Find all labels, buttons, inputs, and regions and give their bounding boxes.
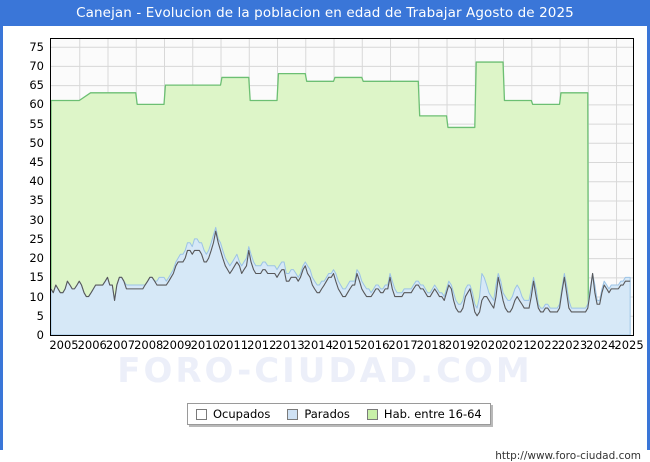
- x-tick-label: 2016: [360, 338, 390, 352]
- x-tick-label: 2010: [190, 338, 220, 352]
- y-tick-label: 10: [29, 289, 44, 304]
- y-tick-label: 55: [29, 116, 44, 131]
- plot-area: [50, 38, 634, 336]
- y-tick-label: 35: [29, 193, 44, 208]
- x-tick-label: 2005: [49, 338, 79, 352]
- y-tick-label: 70: [29, 58, 44, 73]
- x-tick-label: 2020: [473, 338, 503, 352]
- legend-label: Ocupados: [213, 407, 271, 421]
- y-tick-label: 5: [36, 308, 44, 323]
- legend-label: Hab. entre 16-64: [383, 407, 482, 421]
- legend-swatch-icon: [366, 408, 378, 420]
- window-title-bar: Canejan - Evolucion de la poblacion en e…: [3, 0, 647, 26]
- page-title: Canejan - Evolucion de la poblacion en e…: [76, 5, 574, 21]
- x-tick-label: 2008: [134, 338, 164, 352]
- legend-swatch-icon: [287, 408, 299, 420]
- y-tick-label: 25: [29, 231, 44, 246]
- x-tick-label: 2019: [444, 338, 475, 352]
- x-tick-label: 2014: [303, 338, 333, 352]
- legend-item[interactable]: Parados: [287, 407, 350, 421]
- y-tick-label: 0: [36, 328, 44, 342]
- x-axis-labels: 2005 2006 2007 2008 2009 2010 2011 2012 2013 2014…: [49, 338, 643, 358]
- data-series: [51, 61, 631, 335]
- x-tick-label: 2025: [614, 338, 644, 352]
- x-tick-label: 2012: [247, 338, 277, 352]
- x-tick-label: 2009: [162, 338, 192, 352]
- legend-label: Parados: [304, 407, 350, 421]
- y-tick-label: 60: [29, 97, 44, 112]
- x-tick-label: 2021: [501, 338, 531, 352]
- y-tick-label: 75: [29, 39, 44, 54]
- x-tick-label: 2006: [77, 338, 107, 352]
- x-tick-label: 2017: [388, 338, 418, 352]
- y-tick-label: 15: [29, 270, 44, 285]
- x-tick-label: 2018: [416, 338, 446, 352]
- x-tick-label: 2015: [331, 338, 362, 352]
- source-url: http://www.foro-ciudad.com: [495, 450, 641, 462]
- y-tick-label: 45: [29, 155, 44, 169]
- y-tick-label: 20: [29, 251, 44, 266]
- legend-swatch-icon: [196, 408, 207, 420]
- y-tick-label: 65: [29, 78, 44, 93]
- legend-item[interactable]: Hab. entre 16-64: [366, 407, 482, 421]
- y-axis-labels: 0 5 10 15 20 25 30 35 40 45 50 55 60 65 70 75: [3, 26, 50, 348]
- x-tick-label: 2007: [105, 338, 136, 352]
- legend-item[interactable]: Ocupados: [196, 407, 270, 421]
- y-tick-label: 30: [29, 212, 44, 227]
- plot-inner: [51, 39, 633, 335]
- x-tick-label: 2013: [275, 338, 305, 352]
- x-tick-label: 2023: [557, 338, 588, 352]
- chart-legend: Ocupados Parados Hab. entre 16-64: [187, 403, 491, 425]
- x-tick-label: 2024: [586, 338, 616, 352]
- chart-canvas: FORO-CIUDAD.COM 0 5 10 15 20 25 30 35 40 45 50 55 60…: [3, 26, 647, 462]
- x-tick-label: 2011: [218, 338, 249, 352]
- x-tick-label: 2022: [529, 338, 559, 352]
- y-tick-label: 40: [29, 174, 44, 189]
- y-tick-label: 50: [29, 135, 44, 150]
